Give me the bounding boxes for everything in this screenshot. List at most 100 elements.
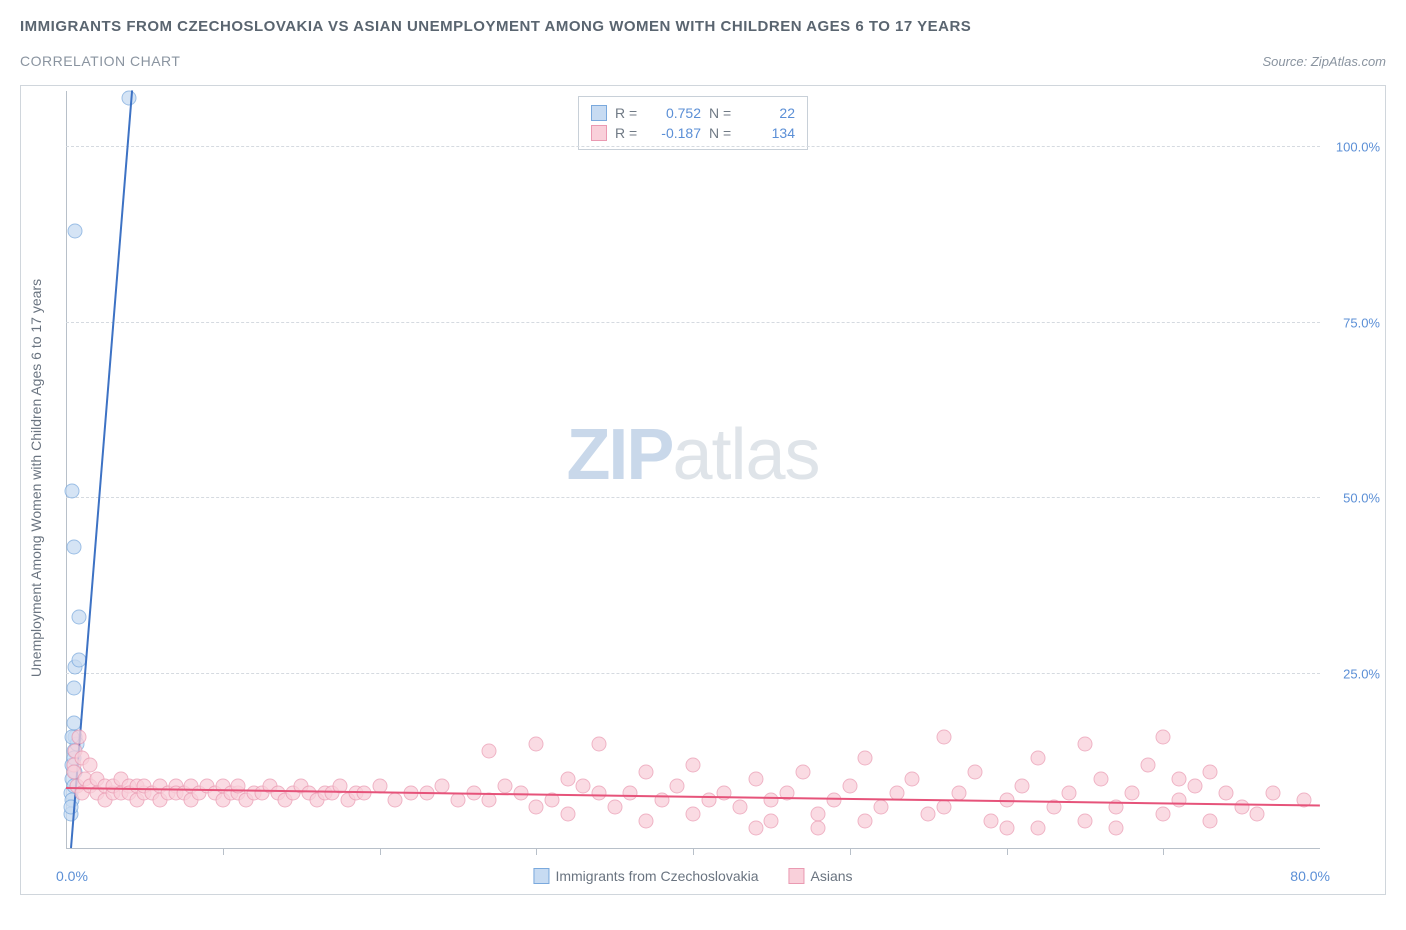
gridline [66, 322, 1320, 323]
data-point-asians [1171, 792, 1186, 807]
data-point-asians [1203, 764, 1218, 779]
data-point-czech [121, 91, 136, 106]
data-point-asians [591, 785, 606, 800]
chart-frame: ZIPatlas Unemployment Among Women with C… [20, 85, 1386, 895]
data-point-asians [560, 771, 575, 786]
r-label: R = [615, 105, 643, 121]
data-point-asians [952, 785, 967, 800]
data-point-czech [63, 799, 78, 814]
data-point-asians [905, 771, 920, 786]
source-attribution: Source: ZipAtlas.com [1262, 54, 1386, 69]
data-point-asians [936, 729, 951, 744]
x-axis-end-label: 80.0% [1290, 868, 1330, 884]
data-point-asians [1109, 820, 1124, 835]
data-point-asians [623, 785, 638, 800]
legend-label-series2: Asians [811, 868, 853, 884]
data-point-asians [1077, 736, 1092, 751]
data-point-asians [983, 813, 998, 828]
data-point-asians [748, 771, 763, 786]
chart-main-title: IMMIGRANTS FROM CZECHOSLOVAKIA VS ASIAN … [20, 18, 1386, 35]
data-point-asians [764, 792, 779, 807]
gridline [66, 146, 1320, 147]
gridline [66, 497, 1320, 498]
n-label: N = [709, 125, 737, 141]
x-tick [1163, 849, 1164, 855]
data-point-asians [858, 813, 873, 828]
data-point-asians [921, 806, 936, 821]
data-point-asians [686, 757, 701, 772]
data-point-asians [388, 792, 403, 807]
y-tick-label: 25.0% [1325, 666, 1380, 681]
y-tick-label: 50.0% [1325, 491, 1380, 506]
data-point-asians [1062, 785, 1077, 800]
data-point-asians [670, 778, 685, 793]
data-point-asians [1156, 806, 1171, 821]
x-tick [1007, 849, 1008, 855]
data-point-asians [968, 764, 983, 779]
data-point-asians [748, 820, 763, 835]
data-point-asians [82, 757, 97, 772]
data-point-asians [686, 806, 701, 821]
data-point-asians [1203, 813, 1218, 828]
data-point-asians [591, 736, 606, 751]
legend-item-series1: Immigrants from Czechoslovakia [533, 868, 758, 884]
data-point-asians [482, 743, 497, 758]
data-point-asians [1234, 799, 1249, 814]
x-tick [850, 849, 851, 855]
data-point-asians [1077, 813, 1092, 828]
r-value-series1: 0.752 [651, 105, 701, 121]
data-point-asians [811, 806, 826, 821]
data-point-asians [1030, 750, 1045, 765]
data-point-asians [1218, 785, 1233, 800]
data-point-asians [450, 792, 465, 807]
data-point-asians [936, 799, 951, 814]
swatch-series1 [591, 105, 607, 121]
legend: Immigrants from Czechoslovakia Asians [533, 868, 852, 884]
x-tick [380, 849, 381, 855]
data-point-czech [68, 224, 83, 239]
data-point-czech [66, 540, 81, 555]
data-point-asians [1187, 778, 1202, 793]
y-tick-label: 100.0% [1325, 140, 1380, 155]
data-point-asians [795, 764, 810, 779]
data-point-asians [858, 750, 873, 765]
data-point-asians [1015, 778, 1030, 793]
data-point-czech [71, 610, 86, 625]
data-point-asians [71, 729, 86, 744]
data-point-asians [497, 778, 512, 793]
watermark-zip: ZIP [566, 415, 672, 495]
data-point-czech [65, 484, 80, 499]
data-point-asians [999, 820, 1014, 835]
legend-label-series1: Immigrants from Czechoslovakia [555, 868, 758, 884]
data-point-asians [529, 799, 544, 814]
swatch-series2 [591, 125, 607, 141]
data-point-asians [1140, 757, 1155, 772]
legend-swatch-series2 [789, 868, 805, 884]
data-point-asians [529, 736, 544, 751]
n-value-series2: 134 [745, 125, 795, 141]
data-point-asians [1093, 771, 1108, 786]
data-point-asians [1030, 820, 1045, 835]
n-label: N = [709, 105, 737, 121]
data-point-asians [638, 764, 653, 779]
x-axis-start-label: 0.0% [56, 868, 88, 884]
watermark: ZIPatlas [566, 414, 819, 496]
r-label: R = [615, 125, 643, 141]
data-point-asians [1124, 785, 1139, 800]
data-point-asians [811, 820, 826, 835]
data-point-asians [842, 778, 857, 793]
n-value-series1: 22 [745, 105, 795, 121]
data-point-asians [874, 799, 889, 814]
r-value-series2: -0.187 [651, 125, 701, 141]
gridline [66, 673, 1320, 674]
legend-swatch-series1 [533, 868, 549, 884]
x-tick [693, 849, 694, 855]
data-point-asians [560, 806, 575, 821]
data-point-asians [1265, 785, 1280, 800]
legend-item-series2: Asians [789, 868, 853, 884]
data-point-czech [66, 680, 81, 695]
data-point-asians [607, 799, 622, 814]
data-point-asians [1171, 771, 1186, 786]
plot-area: ZIPatlas Unemployment Among Women with C… [66, 91, 1320, 849]
stats-row-series1: R = 0.752 N = 22 [591, 103, 795, 123]
